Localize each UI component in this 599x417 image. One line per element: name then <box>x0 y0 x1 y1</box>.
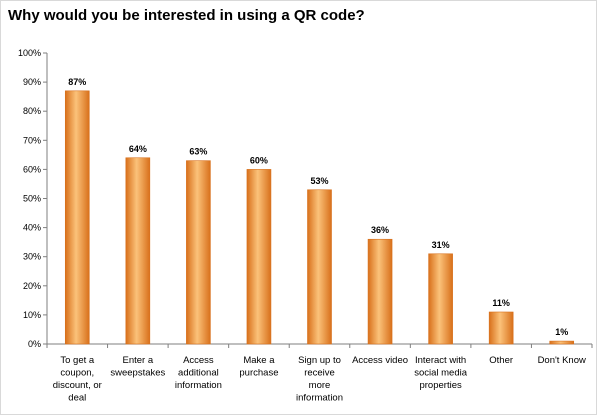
category-label-line: receive <box>304 368 335 379</box>
bar <box>488 311 514 345</box>
data-label: 64% <box>129 144 147 154</box>
bar <box>367 238 393 345</box>
category-label-line: coupon, <box>60 368 94 379</box>
y-tick-label: 90% <box>23 77 41 87</box>
category-label: Sign up to receive more information <box>296 355 343 404</box>
bar <box>549 340 575 345</box>
category-label-line: discount, or <box>53 380 102 391</box>
data-label: 31% <box>432 240 450 250</box>
y-tick-label: 80% <box>23 106 41 116</box>
bar <box>64 90 90 345</box>
data-label: 1% <box>555 327 568 337</box>
category-label-line: sweepstakes <box>110 368 165 379</box>
y-tick-label: 60% <box>23 164 41 174</box>
bar <box>307 189 332 345</box>
data-label: 87% <box>68 77 86 87</box>
category-label-line: Access <box>183 355 214 366</box>
category-label-line: deal <box>68 393 86 404</box>
data-label: 53% <box>310 176 328 186</box>
category-label: Other <box>489 355 513 366</box>
y-tick-label: 20% <box>23 281 41 291</box>
chart-bars <box>64 90 575 345</box>
data-label: 11% <box>492 298 510 308</box>
category-label-line: information <box>175 380 222 391</box>
category-label-line: more <box>309 380 331 391</box>
category-label-line: purchase <box>239 368 278 379</box>
y-tick-label: 40% <box>23 223 41 233</box>
y-tick-label: 10% <box>23 310 41 320</box>
y-tick-label: 30% <box>23 252 41 262</box>
category-label-line: information <box>296 393 343 404</box>
data-label: 63% <box>189 147 207 157</box>
category-label-line: Enter a <box>123 355 154 366</box>
y-tick-label: 100% <box>18 48 41 58</box>
bar <box>125 157 151 345</box>
category-label: Access additional information <box>175 355 222 391</box>
bar <box>186 160 211 345</box>
category-label-line: To get a <box>60 355 95 366</box>
category-label: Don't Know <box>538 355 586 366</box>
y-tick-label: 50% <box>23 194 41 204</box>
category-label: To get a coupon, discount, or deal <box>53 355 102 404</box>
data-label: 60% <box>250 155 268 165</box>
bar <box>246 169 272 345</box>
category-label: Enter a sweepstakes <box>110 355 165 379</box>
category-label-line: additional <box>178 368 219 379</box>
data-label: 36% <box>371 225 389 235</box>
category-label-line: Other <box>489 355 513 366</box>
category-label: Interact with social media properties <box>414 355 468 391</box>
chart-title: Why would you be interested in using a Q… <box>8 7 365 24</box>
bar <box>428 253 453 345</box>
category-label-line: Access video <box>352 355 408 366</box>
y-tick-label: 70% <box>23 135 41 145</box>
category-label-line: Interact with <box>415 355 466 366</box>
category-label-line: properties <box>419 380 461 391</box>
category-label-line: Don't Know <box>538 355 586 366</box>
category-label-line: Make a <box>243 355 275 366</box>
category-label: Access video <box>352 355 408 366</box>
y-tick-label: 0% <box>28 339 41 349</box>
category-label-line: social media <box>414 368 468 379</box>
category-label-line: Sign up to <box>298 355 341 366</box>
chart-labels: 87% To get a coupon, discount, or deal 64% Ent… <box>53 77 586 404</box>
category-label: Make a purchase <box>239 355 278 379</box>
